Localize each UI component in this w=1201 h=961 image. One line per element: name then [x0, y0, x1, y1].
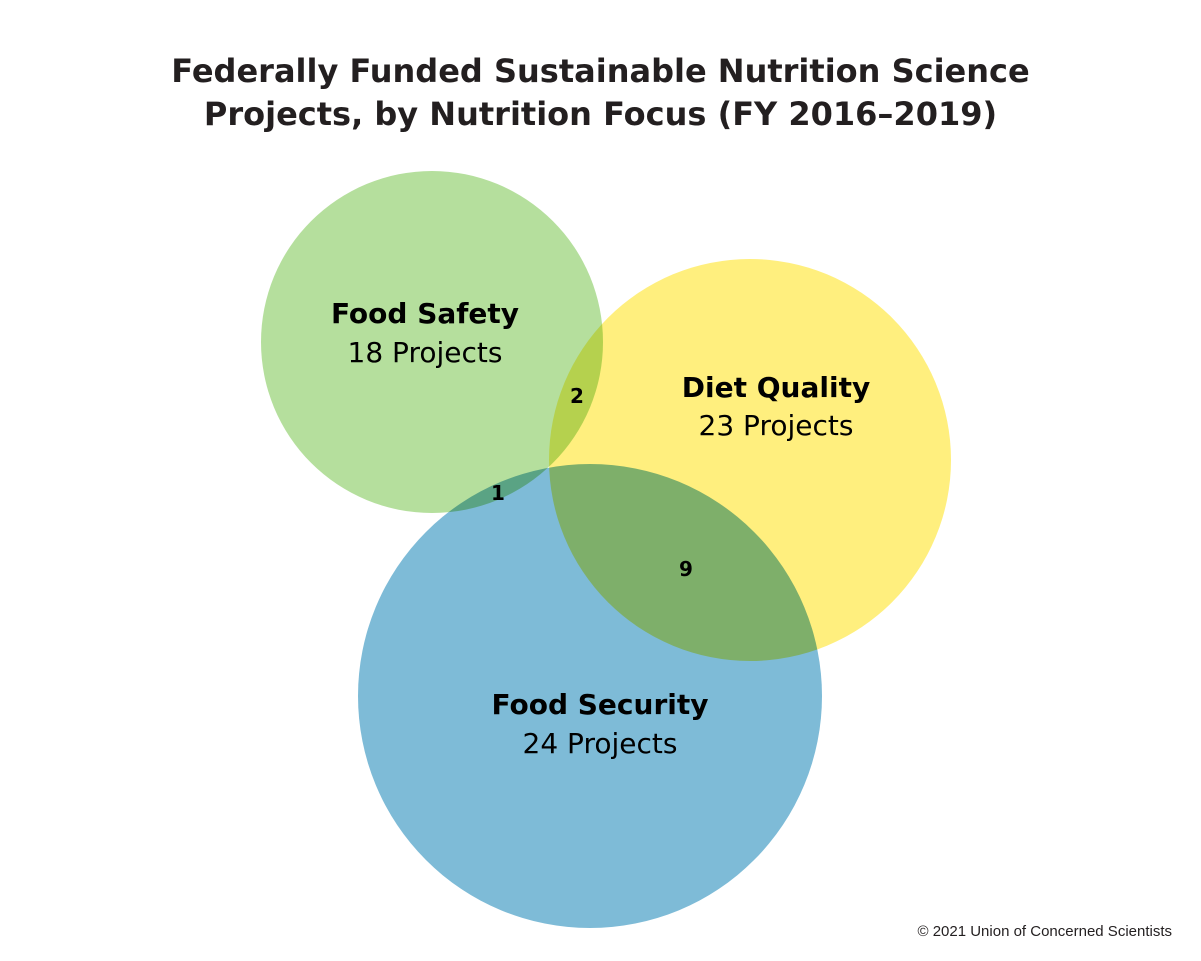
food-security-name: Food Security [492, 688, 709, 721]
chart-title-line-1: Federally Funded Sustainable Nutrition S… [171, 52, 1030, 90]
diet-quality-count: 23 Projects [699, 409, 854, 442]
diet-quality-name: Diet Quality [682, 371, 870, 404]
chart-title-line-2: Projects, by Nutrition Focus (FY 2016–20… [203, 95, 998, 133]
overlap-safety-security: 1 [491, 481, 505, 505]
food-safety-count: 18 Projects [348, 336, 503, 369]
diet-quality-circle [549, 259, 951, 661]
food-safety-circle [261, 171, 603, 513]
food-security-count: 24 Projects [523, 727, 678, 760]
chart-title: Federally Funded Sustainable Nutrition S… [0, 50, 1201, 136]
overlap-quality-security: 9 [679, 557, 693, 581]
food-safety-name: Food Safety [331, 297, 519, 330]
copyright-credit: © 2021 Union of Concerned Scientists [917, 923, 1172, 940]
overlap-safety-quality: 2 [570, 384, 584, 408]
